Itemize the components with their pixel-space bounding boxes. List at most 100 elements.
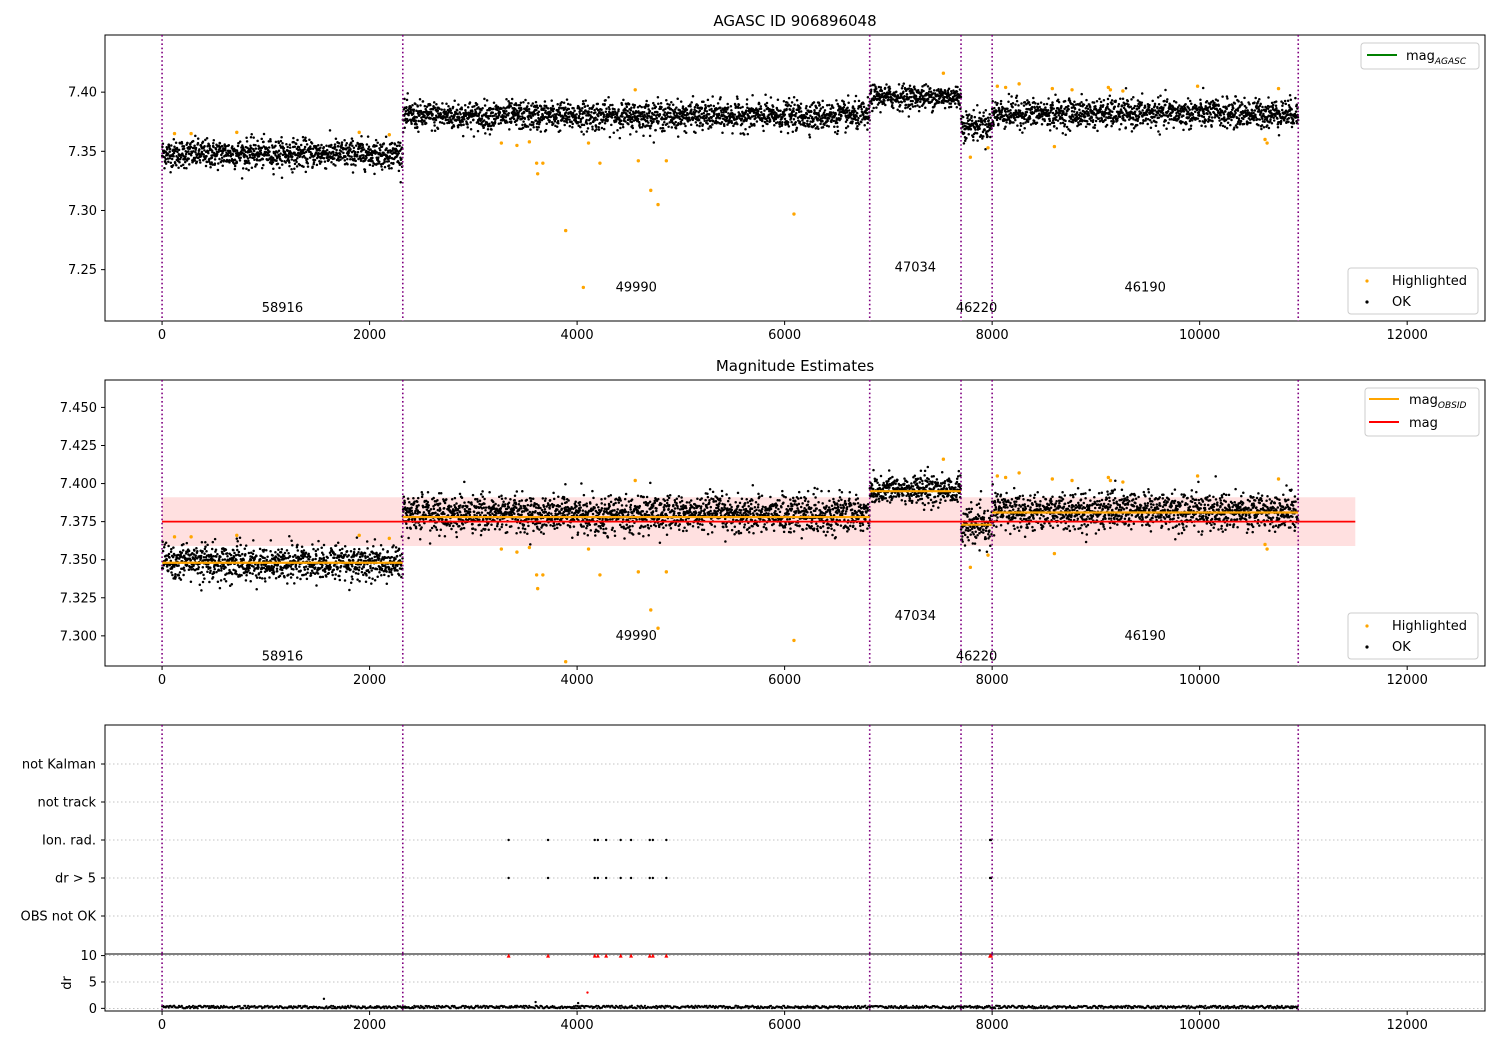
- ok-point: [278, 155, 281, 158]
- ok-point: [898, 109, 901, 113]
- ok-point: [793, 123, 797, 126]
- ok-point: [1018, 128, 1022, 132]
- ok-point: [1248, 103, 1251, 106]
- ok-point: [968, 118, 972, 122]
- ok-point: [548, 119, 551, 123]
- ok-point: [267, 146, 271, 149]
- ok-point: [785, 107, 788, 111]
- ok-point: [333, 143, 337, 146]
- ok-point: [655, 116, 658, 120]
- ok-point: [984, 109, 988, 112]
- ok-point: [455, 109, 459, 112]
- ok-point: [551, 109, 555, 113]
- ok-point: [330, 143, 333, 147]
- ok-point: [1059, 121, 1062, 125]
- ok-point: [689, 123, 693, 126]
- ok-point: [898, 103, 902, 107]
- ok-point: [1046, 108, 1050, 112]
- ok-point: [417, 130, 420, 133]
- ok-point: [930, 95, 933, 99]
- ok-point: [1182, 110, 1186, 113]
- ok-point: [1206, 112, 1209, 116]
- ok-point: [506, 121, 509, 124]
- ok-point: [646, 116, 649, 120]
- ok-point: [847, 101, 850, 104]
- ok-point: [1063, 123, 1067, 126]
- ok-point: [1124, 126, 1128, 129]
- ok-point: [505, 110, 508, 113]
- ok-point: [1145, 113, 1149, 116]
- ok-point: [616, 128, 619, 132]
- ok-point: [831, 106, 835, 109]
- ok-point: [565, 98, 569, 101]
- ok-point: [818, 115, 821, 118]
- ok-point: [1027, 101, 1031, 104]
- ok-point: [515, 109, 519, 112]
- ok-point: [323, 160, 327, 163]
- ok-point: [193, 144, 196, 147]
- ok-point: [375, 151, 379, 154]
- ok-point: [1075, 111, 1079, 114]
- ok-point: [295, 165, 299, 168]
- ok-point: [834, 112, 837, 116]
- highlighted-point: [534, 161, 539, 165]
- ok-point: [900, 86, 904, 90]
- ok-point: [200, 150, 204, 154]
- ok-point: [280, 163, 284, 166]
- ok-point: [685, 108, 689, 112]
- ok-point: [808, 122, 811, 126]
- ok-point: [1219, 121, 1223, 125]
- ok-point: [304, 150, 308, 154]
- ok-point: [1223, 125, 1227, 129]
- ok-point: [648, 134, 652, 138]
- ok-point: [207, 151, 210, 155]
- ok-point: [986, 135, 989, 138]
- ok-point: [989, 116, 992, 120]
- ok-point: [903, 94, 906, 98]
- ok-point: [758, 114, 762, 117]
- ok-point: [198, 158, 202, 162]
- ok-point: [706, 122, 709, 125]
- ok-point: [222, 158, 226, 162]
- ok-point: [286, 145, 289, 149]
- ok-point: [573, 109, 576, 113]
- ok-point: [202, 153, 205, 156]
- ok-point: [397, 169, 401, 173]
- ok-point: [690, 101, 693, 104]
- ok-point: [171, 164, 175, 167]
- ok-point: [308, 138, 311, 142]
- ok-point: [748, 125, 751, 129]
- ok-point: [552, 122, 555, 125]
- ok-point: [760, 110, 763, 114]
- ok-point: [545, 122, 548, 125]
- ok-point: [647, 104, 650, 107]
- ok-point: [1249, 121, 1252, 125]
- ok-point: [1106, 97, 1110, 101]
- ok-point: [351, 144, 354, 147]
- ok-point: [430, 129, 434, 132]
- ok-point: [272, 167, 275, 171]
- ok-point: [821, 106, 825, 109]
- ok-point: [1166, 98, 1169, 101]
- ok-point: [871, 109, 874, 113]
- ok-point: [166, 152, 170, 156]
- ok-point: [883, 86, 887, 90]
- ok-point: [224, 145, 228, 148]
- ok-point: [997, 122, 1000, 126]
- ok-point: [205, 154, 208, 158]
- ok-point: [175, 148, 179, 151]
- ok-point: [807, 116, 811, 120]
- ok-point: [204, 138, 207, 142]
- ok-point: [1237, 100, 1240, 103]
- ok-point: [539, 130, 543, 133]
- ok-point: [172, 151, 176, 155]
- ok-point: [522, 100, 525, 104]
- ok-point: [859, 105, 863, 109]
- ok-point: [362, 156, 365, 159]
- ok-point: [1036, 102, 1040, 106]
- ok-point: [406, 92, 409, 95]
- ok-point: [697, 118, 701, 122]
- ok-point: [204, 164, 208, 168]
- ok-point: [1085, 98, 1088, 102]
- ok-point: [1114, 99, 1117, 103]
